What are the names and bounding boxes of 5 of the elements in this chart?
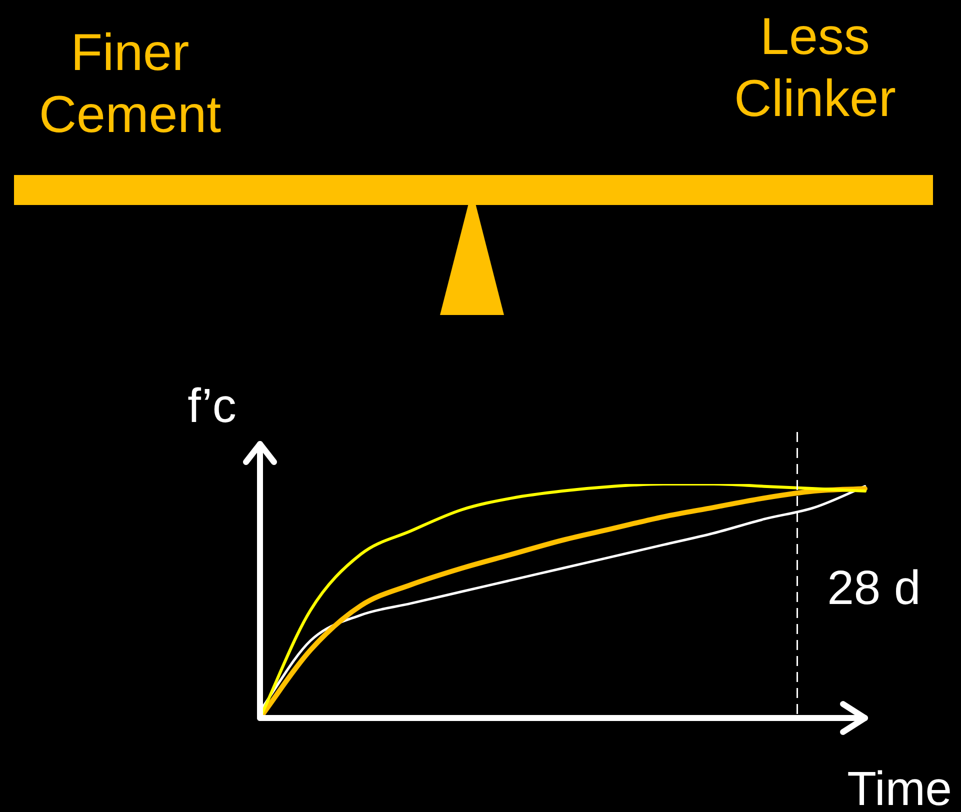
y-axis-title: f’c [188, 380, 236, 433]
x-axis-title: Time [847, 763, 952, 812]
text: Less Clinker [733, 7, 897, 130]
annotation: 28 d [827, 562, 921, 615]
text: Finer Cement [38, 23, 222, 146]
